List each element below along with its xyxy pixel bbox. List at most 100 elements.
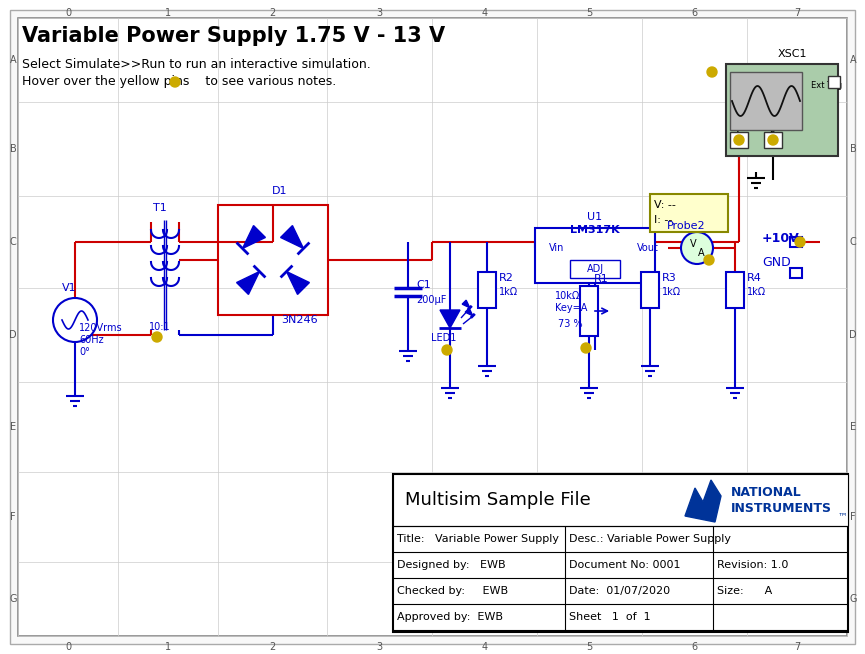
- Text: Size:      A: Size: A: [717, 586, 772, 596]
- Bar: [535, 228, 655, 283]
- Text: F: F: [850, 512, 855, 522]
- Text: Vin: Vin: [549, 243, 564, 253]
- Text: INSTRUMENTS: INSTRUMENTS: [731, 502, 832, 515]
- Circle shape: [768, 135, 778, 145]
- Circle shape: [170, 77, 180, 87]
- Text: R4: R4: [747, 273, 762, 283]
- Circle shape: [152, 332, 162, 342]
- Text: 4: 4: [482, 642, 488, 652]
- Text: Probe2: Probe2: [667, 221, 706, 231]
- Text: G: G: [849, 594, 856, 604]
- Circle shape: [795, 237, 805, 247]
- Text: U1: U1: [587, 212, 603, 222]
- Text: D1: D1: [272, 186, 288, 196]
- Text: 0: 0: [65, 8, 71, 18]
- Bar: [726, 272, 744, 308]
- Circle shape: [53, 298, 97, 342]
- Bar: [650, 194, 728, 232]
- Bar: [730, 72, 802, 130]
- Text: A: A: [735, 131, 741, 141]
- Text: NATIONAL: NATIONAL: [731, 485, 802, 498]
- Text: B: B: [849, 144, 856, 154]
- Bar: [726, 64, 838, 156]
- Text: Select Simulate>>Run to run an interactive simulation.: Select Simulate>>Run to run an interacti…: [22, 58, 371, 71]
- Polygon shape: [462, 300, 470, 308]
- Text: B: B: [10, 144, 16, 154]
- Text: 2: 2: [269, 8, 276, 18]
- Bar: [393, 474, 848, 526]
- Text: 60Hz: 60Hz: [79, 335, 104, 345]
- Text: 1kΩ: 1kΩ: [662, 287, 681, 297]
- Text: 1kΩ: 1kΩ: [499, 287, 518, 297]
- Bar: [764, 132, 782, 148]
- Text: ™: ™: [838, 511, 848, 521]
- Text: 2: 2: [269, 642, 276, 652]
- Text: 4: 4: [482, 8, 488, 18]
- Text: V1: V1: [62, 283, 77, 293]
- Bar: [570, 260, 620, 278]
- Bar: [478, 272, 496, 308]
- Bar: [730, 132, 748, 148]
- Text: C1: C1: [416, 280, 431, 290]
- Text: 200µF: 200µF: [416, 295, 446, 305]
- Text: Hover over the yellow pins    to see various notes.: Hover over the yellow pins to see variou…: [22, 75, 336, 88]
- Text: V: --: V: --: [654, 200, 676, 210]
- Text: E: E: [10, 422, 16, 432]
- Text: 0: 0: [65, 642, 71, 652]
- Text: T1: T1: [153, 203, 167, 213]
- Text: LED1: LED1: [432, 333, 457, 343]
- Polygon shape: [286, 271, 310, 294]
- Text: 5: 5: [586, 8, 593, 18]
- Text: F: F: [10, 512, 16, 522]
- Circle shape: [704, 255, 714, 265]
- Text: Checked by:     EWB: Checked by: EWB: [397, 586, 508, 596]
- Bar: [641, 272, 659, 308]
- Text: I: --: I: --: [654, 215, 672, 225]
- Text: R3: R3: [662, 273, 676, 283]
- Polygon shape: [465, 308, 473, 316]
- Polygon shape: [236, 271, 260, 294]
- Text: Key=A: Key=A: [555, 303, 587, 313]
- Text: 3: 3: [376, 8, 382, 18]
- Text: Sheet   1  of  1: Sheet 1 of 1: [569, 612, 650, 622]
- Text: 10kΩ: 10kΩ: [555, 291, 580, 301]
- Text: A: A: [10, 55, 16, 65]
- Text: Approved by:  EWB: Approved by: EWB: [397, 612, 503, 622]
- Polygon shape: [685, 480, 721, 522]
- Text: 6: 6: [691, 8, 697, 18]
- Text: Ext Trig: Ext Trig: [811, 82, 843, 90]
- Text: V: V: [689, 239, 696, 249]
- Text: G: G: [10, 594, 16, 604]
- Circle shape: [707, 67, 717, 77]
- Text: C: C: [849, 237, 856, 247]
- Text: 1: 1: [165, 642, 171, 652]
- Text: XSC1: XSC1: [778, 49, 807, 59]
- Text: E: E: [850, 422, 856, 432]
- Text: D: D: [10, 330, 16, 340]
- Text: D: D: [849, 330, 857, 340]
- Text: 3: 3: [376, 642, 382, 652]
- Text: B: B: [769, 131, 775, 141]
- Bar: [218, 205, 328, 315]
- Text: 5: 5: [586, 642, 593, 652]
- Circle shape: [442, 345, 452, 355]
- Text: Document No: 0001: Document No: 0001: [569, 560, 681, 570]
- Text: A: A: [849, 55, 856, 65]
- Text: Revision: 1.0: Revision: 1.0: [717, 560, 788, 570]
- Polygon shape: [242, 226, 266, 249]
- Text: Date:  01/07/2020: Date: 01/07/2020: [569, 586, 670, 596]
- Text: 3N246: 3N246: [282, 315, 318, 325]
- Text: Designed by:   EWB: Designed by: EWB: [397, 560, 506, 570]
- Text: ADJ: ADJ: [586, 264, 604, 274]
- Bar: [393, 474, 848, 632]
- Text: Vout: Vout: [637, 243, 659, 253]
- Text: LM317K: LM317K: [570, 225, 620, 235]
- Text: 10:1: 10:1: [149, 322, 170, 332]
- Text: 0°: 0°: [79, 347, 90, 357]
- Text: R2: R2: [499, 273, 514, 283]
- Text: GND: GND: [762, 256, 791, 269]
- Text: R1: R1: [594, 274, 609, 284]
- Text: 7: 7: [794, 8, 800, 18]
- Text: 6: 6: [691, 642, 697, 652]
- Bar: [828, 76, 840, 88]
